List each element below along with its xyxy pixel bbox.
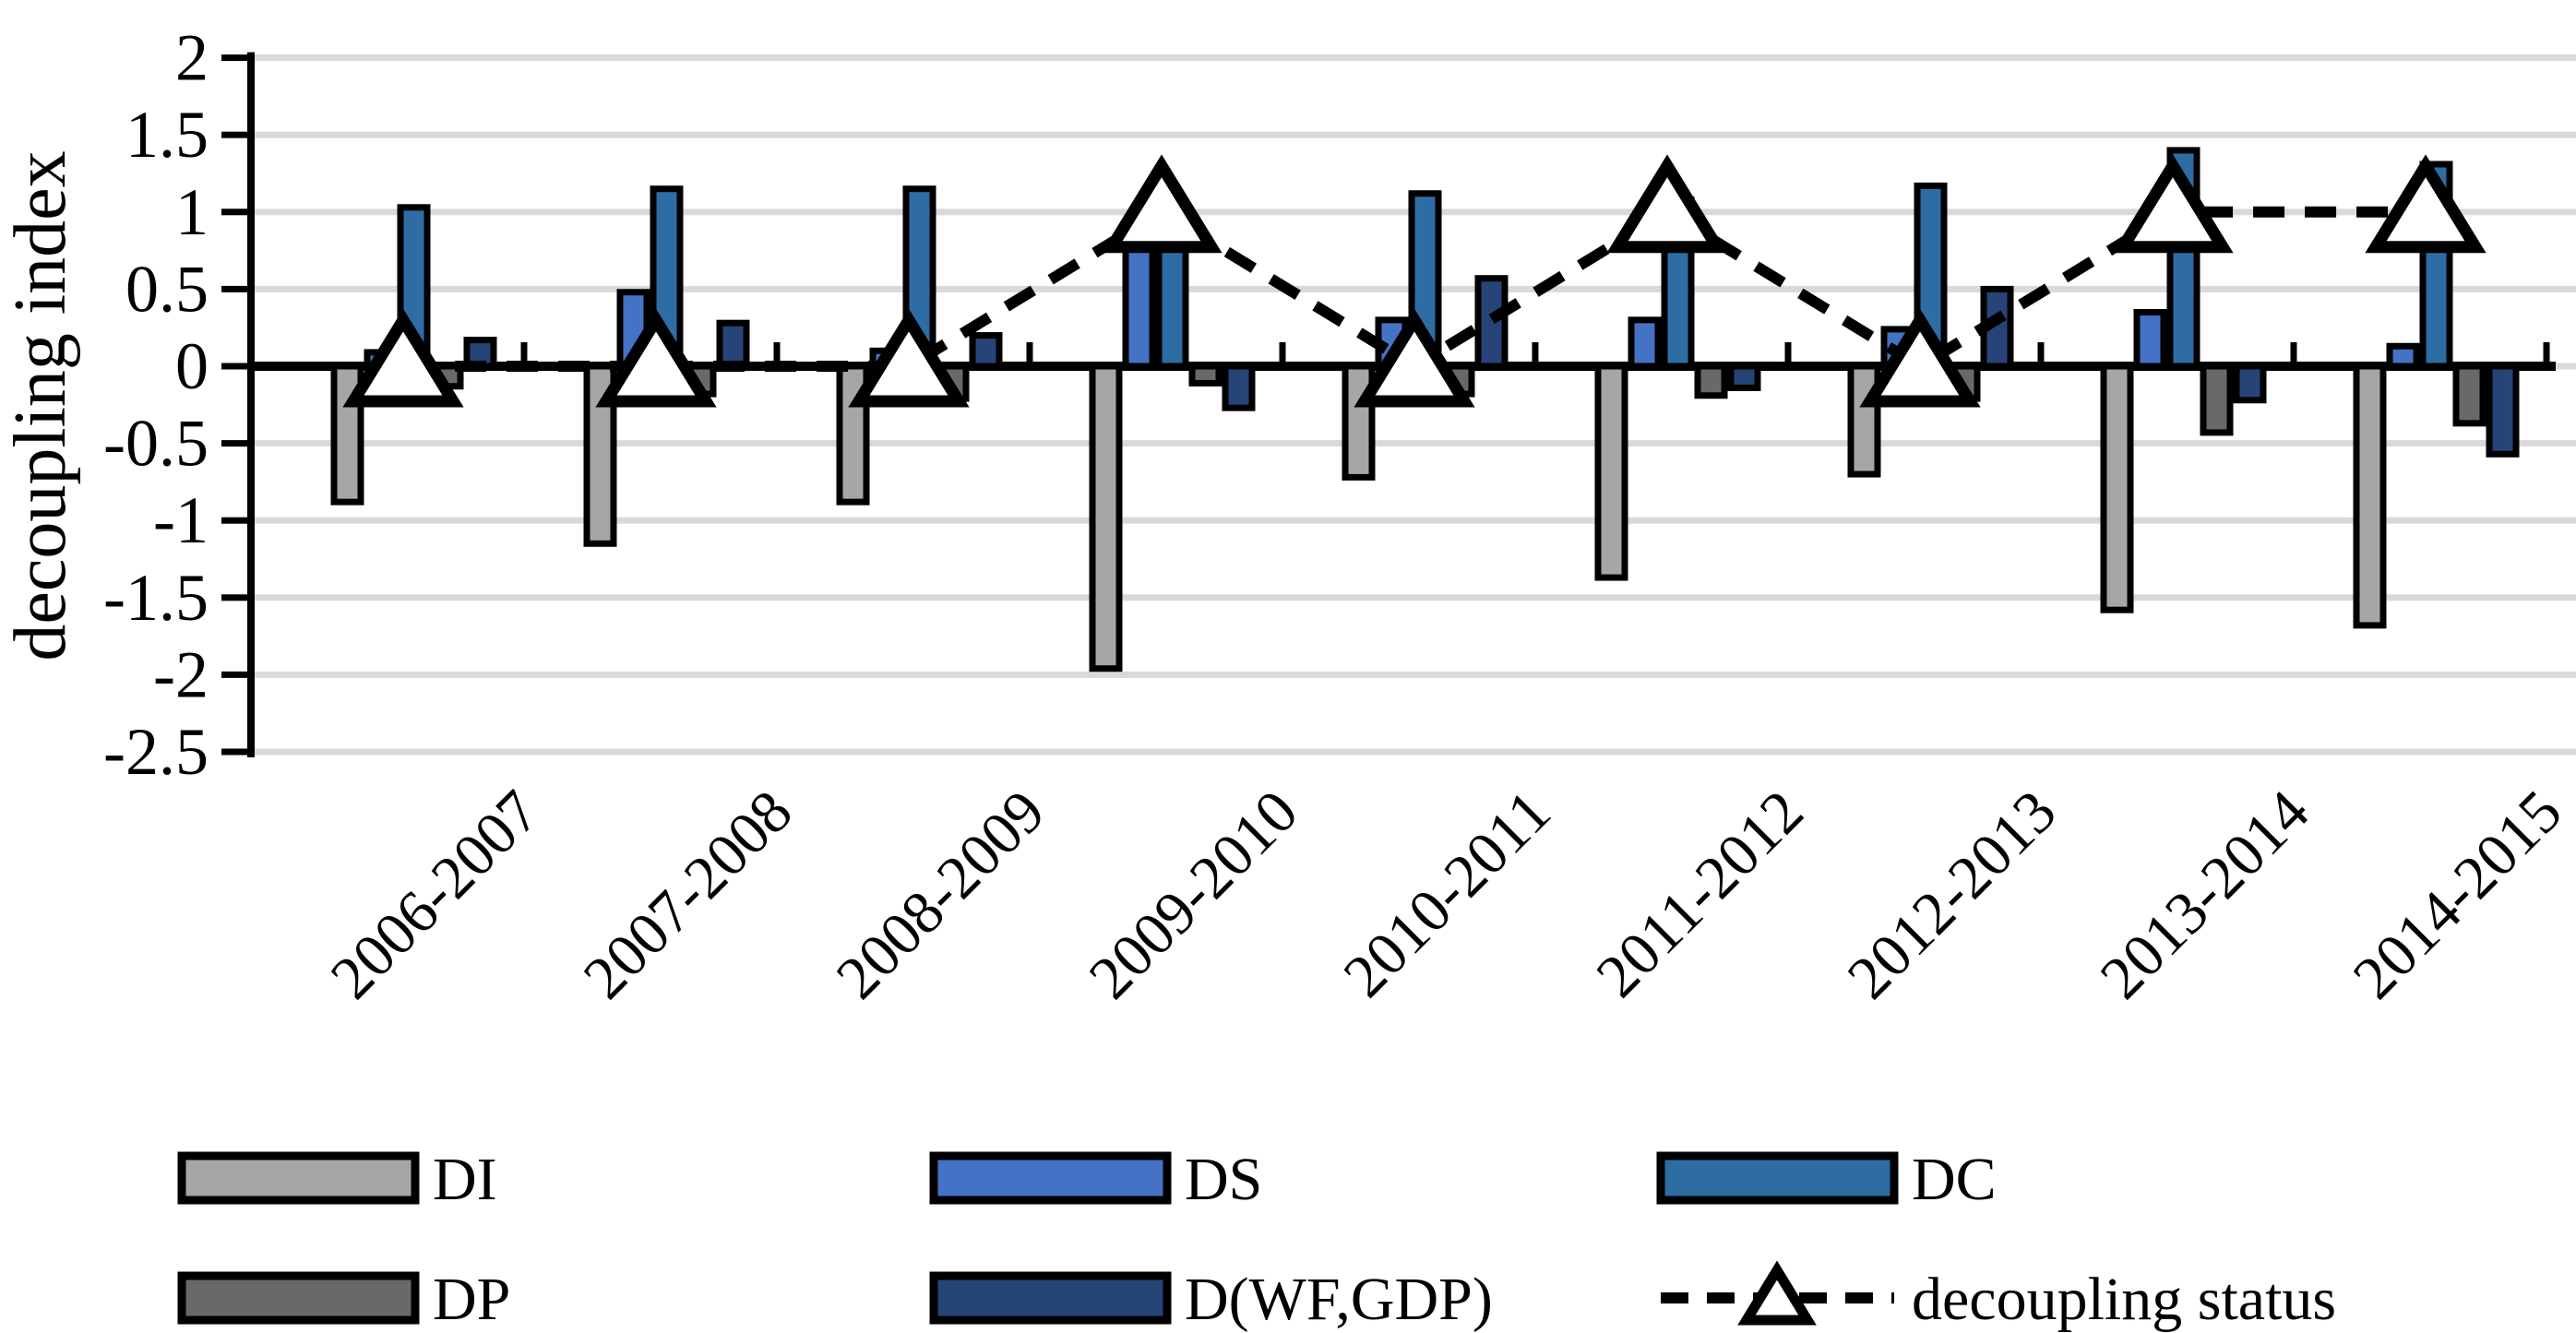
gridline--2.5 — [255, 748, 2576, 756]
legend-swatch-DC — [1656, 1151, 1899, 1205]
xtick-label-2013-2014: 2013-2014 — [2088, 778, 2322, 1012]
gridline-1.5 — [255, 131, 2576, 138]
x-axis-tick-5 — [1532, 342, 1539, 366]
bar-D(WF,GDP)-2008-2009 — [969, 332, 1003, 370]
x-axis-tick-9 — [2543, 342, 2550, 366]
xtick-label-2008-2009: 2008-2009 — [824, 778, 1058, 1012]
status-marker-2006-2007 — [342, 308, 464, 408]
bar-DI-2013-2014 — [2100, 363, 2134, 613]
bar-DS-2011-2012 — [1628, 316, 1662, 370]
legend-label-DI: DI — [433, 1146, 497, 1213]
bar-DI-2011-2012 — [1594, 363, 1628, 581]
legend-label-DP: DP — [433, 1266, 510, 1333]
ytick-label--1: -1 — [153, 483, 209, 557]
bar-DI-2010-2011 — [1342, 363, 1376, 481]
x-axis-tick-4 — [1279, 342, 1286, 366]
status-marker-2012-2013 — [1859, 308, 1981, 408]
y-axis-tick--1 — [221, 517, 251, 524]
bar-D(WF,GDP)-2010-2011 — [1474, 275, 1509, 370]
bar-DS-2013-2014 — [2133, 308, 2167, 370]
bar-DS-2009-2010 — [1122, 239, 1156, 370]
y-axis-tick-1.5 — [221, 131, 251, 138]
xtick-label-2014-2015: 2014-2015 — [2341, 778, 2575, 1012]
ytick-label--1.5: -1.5 — [103, 561, 209, 635]
status-marker-2013-2014 — [2112, 154, 2234, 254]
y-axis-line — [247, 52, 255, 758]
legend-label-DC: DC — [1912, 1146, 1997, 1213]
bar-D(WF,GDP)-2013-2014 — [2233, 363, 2267, 404]
ytick-label-2: 2 — [175, 21, 209, 95]
legend-swatch-D(WF,GDP) — [929, 1271, 1172, 1325]
y-axis-tick--2 — [221, 671, 251, 678]
bar-D(WF,GDP)-2014-2015 — [2486, 363, 2520, 458]
ytick-label-0.5: 0.5 — [125, 252, 209, 326]
status-line-series — [342, 154, 2487, 408]
xtick-label-2009-2010: 2009-2010 — [1077, 778, 1311, 1012]
gridline--1 — [255, 517, 2576, 524]
legend: DI DS DC DP D(WF,GDP) decoupling status — [177, 1146, 2336, 1333]
legend-swatch-DS — [929, 1151, 1172, 1205]
ytick-label--0.5: -0.5 — [103, 407, 209, 481]
y-axis-title: decoupling index — [0, 150, 81, 661]
xtick-label-2011-2012: 2011-2012 — [1584, 778, 1817, 1010]
bar-DS-2014-2015 — [2386, 342, 2420, 370]
legend-label-DS: DS — [1185, 1146, 1262, 1213]
y-axis-tick-2 — [221, 54, 251, 62]
x-axis-tick-8 — [2290, 342, 2297, 366]
legend-swatch-DP — [177, 1271, 420, 1325]
ytick-label-1: 1 — [175, 175, 209, 249]
status-marker-2007-2008 — [595, 308, 717, 408]
xtick-label-2010-2011: 2010-2011 — [1331, 778, 1564, 1010]
x-axis-tick-6 — [1784, 342, 1792, 366]
status-marker-2011-2012 — [1606, 154, 1728, 254]
status-marker-2010-2011 — [1354, 308, 1475, 408]
y-axis-tick--1.5 — [221, 594, 251, 601]
xtick-label-2007-2008: 2007-2008 — [571, 778, 805, 1012]
ytick-label-1.5: 1.5 — [125, 98, 209, 172]
bar-DP-2013-2014 — [2200, 363, 2234, 436]
bar-DP-2014-2015 — [2452, 363, 2487, 427]
gridline-2 — [255, 54, 2576, 62]
y-axis-tick--2.5 — [221, 748, 251, 756]
legend-label-D(WF,GDP): D(WF,GDP) — [1185, 1266, 1493, 1333]
bar-DI-2012-2013 — [1847, 363, 1881, 478]
bar-D(WF,GDP)-2011-2012 — [1727, 363, 1761, 391]
legend-label-decoupling-status: decoupling status — [1912, 1266, 2336, 1333]
bar-DI-2014-2015 — [2353, 363, 2387, 629]
status-marker-2014-2015 — [2365, 154, 2487, 254]
status-marker-2008-2009 — [848, 308, 970, 408]
gridline--2 — [255, 671, 2576, 678]
legend-swatch-DI — [177, 1151, 420, 1205]
bar-D(WF,GDP)-2007-2008 — [716, 319, 750, 370]
x-axis-tick-2 — [773, 342, 781, 366]
y-axis-tick-1 — [221, 208, 251, 216]
ytick-label--2: -2 — [153, 637, 209, 711]
y-axis-tick--0.5 — [221, 440, 251, 447]
status-marker-2009-2010 — [1101, 154, 1222, 254]
x-axis-tick-1 — [520, 342, 528, 366]
y-axis-tick-0.5 — [221, 285, 251, 292]
legend-status-triangle-marker — [1737, 1260, 1817, 1326]
x-axis-tick-7 — [2037, 342, 2045, 366]
bar-DI-2009-2010 — [1089, 363, 1123, 672]
bar-D(WF,GDP)-2009-2010 — [1222, 363, 1256, 411]
gridline--0.5 — [255, 440, 2576, 447]
x-axis-tick-3 — [1026, 342, 1033, 366]
ytick-label--2.5: -2.5 — [103, 715, 209, 789]
gridline--1.5 — [255, 594, 2576, 601]
xtick-label-2006-2007: 2006-2007 — [318, 778, 553, 1012]
bar-DP-2009-2010 — [1188, 363, 1222, 387]
y-axis-tick-0 — [221, 363, 251, 370]
ytick-label-0: 0 — [175, 329, 209, 403]
xtick-label-2012-2013: 2012-2013 — [1835, 778, 2069, 1012]
bar-DP-2011-2012 — [1694, 363, 1728, 399]
